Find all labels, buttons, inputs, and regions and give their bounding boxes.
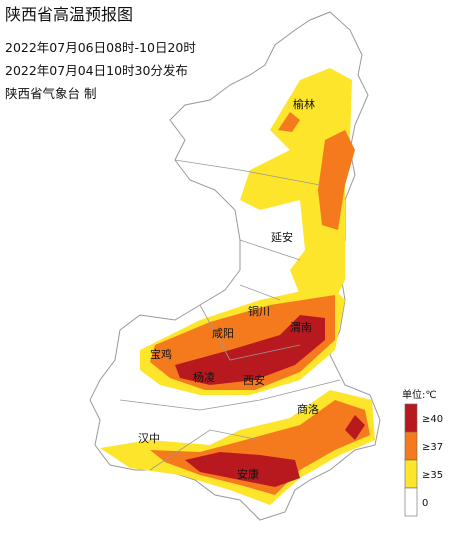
- legend-swatch: [404, 459, 418, 489]
- issued: 2022年07月04日10时30分发布: [5, 63, 188, 78]
- issuer: 陕西省气象台 制: [5, 86, 96, 101]
- legend-label: ≥37: [422, 442, 443, 453]
- legend: ≥40 ≥37 ≥35 0: [404, 403, 443, 517]
- title: 陕西省高温预报图: [5, 5, 133, 24]
- legend-swatch: [404, 487, 418, 517]
- city-label: 宝鸡: [150, 347, 172, 361]
- legend-unit: 单位:℃: [402, 388, 437, 401]
- province: [89, 11, 381, 521]
- period: 2022年07月06日08时-10日20时: [5, 40, 196, 55]
- legend-label: 0: [422, 498, 428, 509]
- city-label: 商洛: [297, 402, 319, 416]
- city-label: 西安: [243, 373, 265, 387]
- legend-swatch: [404, 431, 418, 461]
- city-label: 铜川: [248, 304, 270, 318]
- legend-label: ≥40: [422, 414, 443, 425]
- legend-label: ≥35: [422, 470, 443, 481]
- city-label: 杨凌: [193, 370, 215, 384]
- legend-swatch: [404, 403, 418, 433]
- city-label: 安康: [237, 467, 259, 481]
- city-label: 渭南: [290, 321, 312, 334]
- city-label: 咸阳: [212, 327, 234, 340]
- city-label: 榆林: [293, 97, 315, 111]
- city-label: 延安: [271, 230, 293, 244]
- city-label: 汉中: [138, 432, 160, 445]
- city-labels: 榆林 延安 铜川 咸阳 渭南 宝鸡 杨凌 西安 商洛 汉中 安康: [138, 97, 319, 481]
